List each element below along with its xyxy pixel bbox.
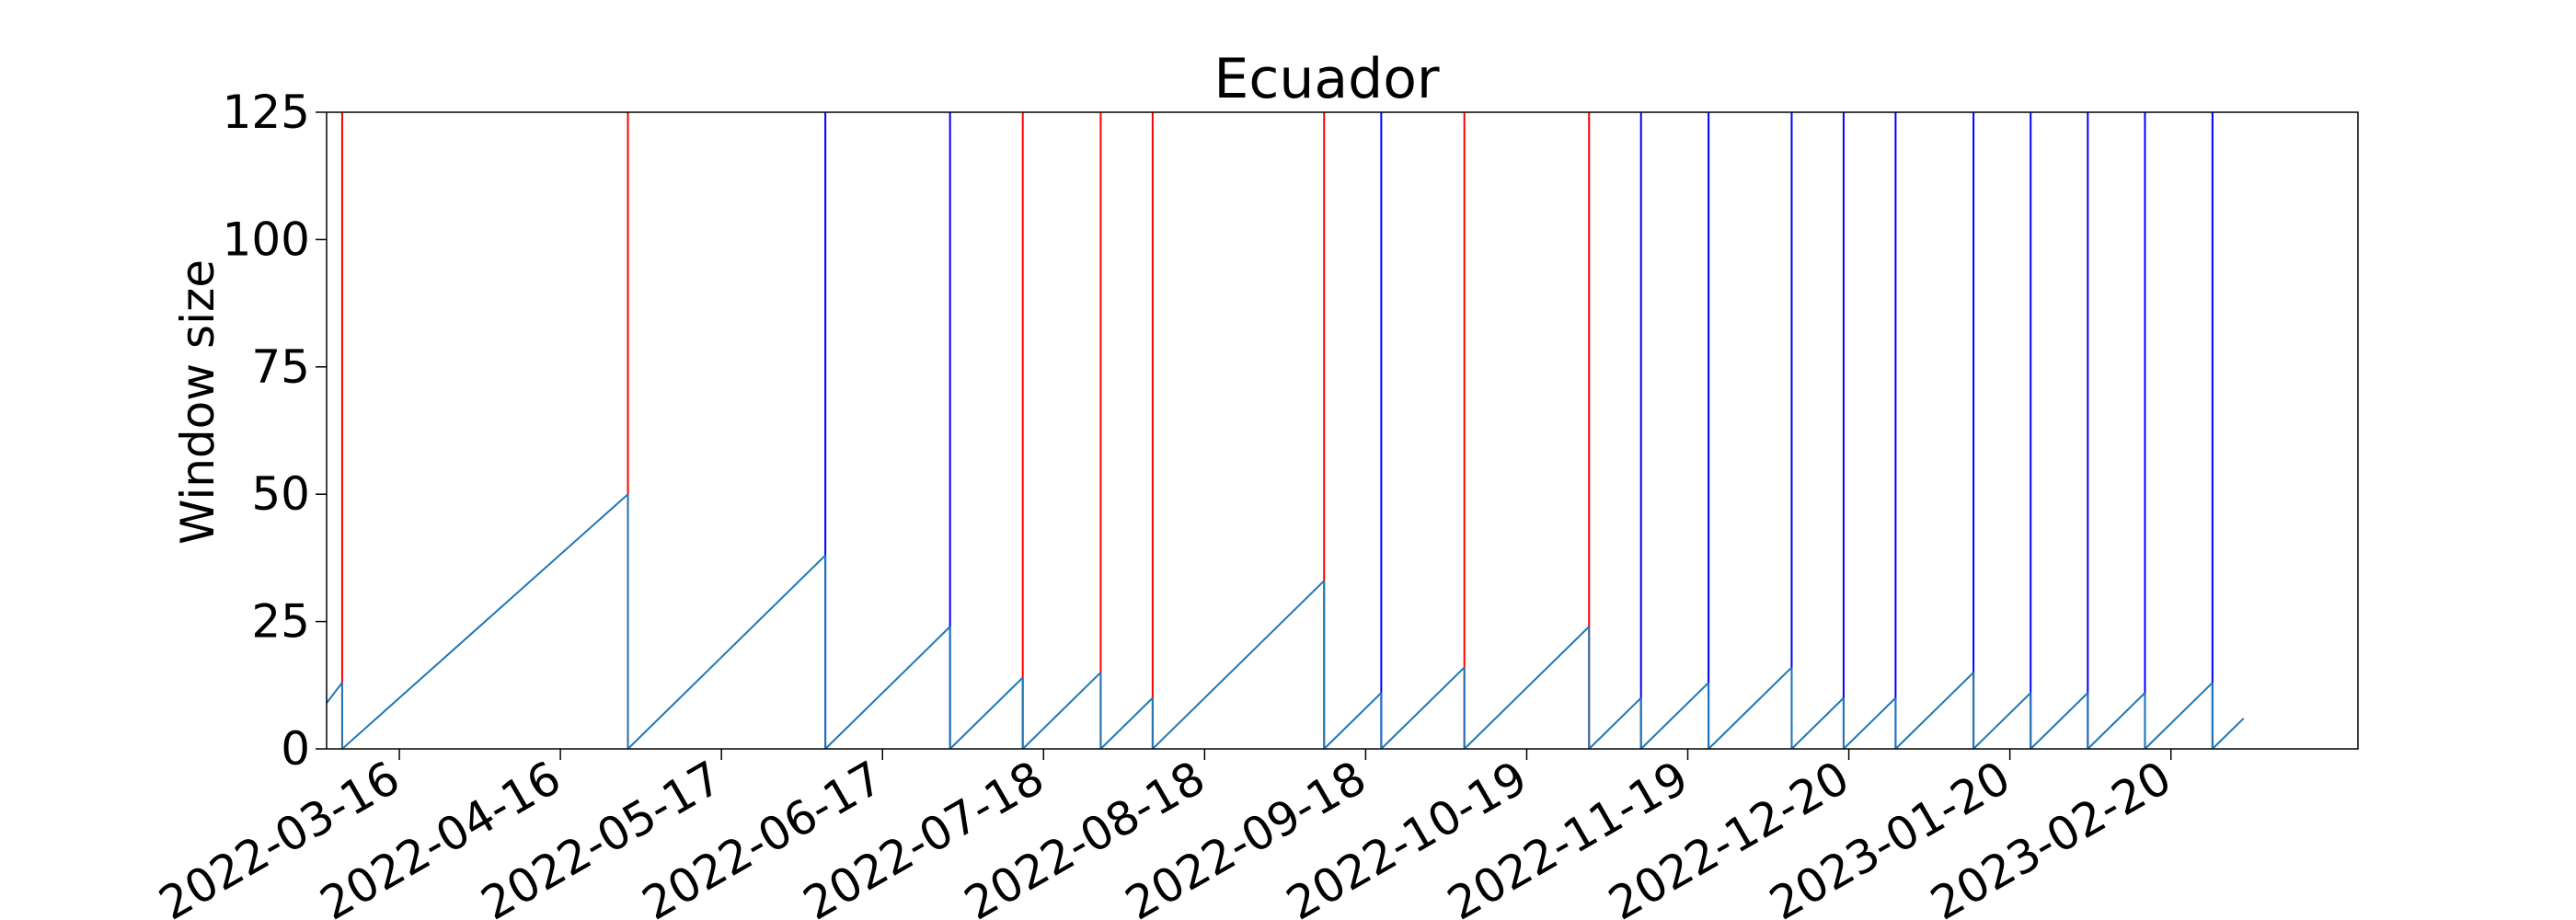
window-size-segment bbox=[1708, 666, 1793, 750]
y-axis-label: Window size bbox=[171, 259, 224, 545]
window-size-segment bbox=[1152, 580, 1325, 750]
window-size-segment bbox=[2144, 682, 2214, 750]
y-tick-label: 25 bbox=[251, 595, 310, 649]
window-size-segment bbox=[1380, 666, 1466, 750]
window-size-segment bbox=[341, 493, 629, 750]
window-size-segment bbox=[1894, 672, 1974, 750]
window-size-segment bbox=[1464, 626, 1590, 750]
window-size-segment bbox=[949, 676, 1024, 750]
window-size-segment bbox=[1323, 692, 1383, 750]
axes-frame bbox=[326, 111, 2359, 750]
window-size-segment bbox=[1022, 672, 1102, 750]
y-tick-label: 125 bbox=[223, 86, 310, 139]
y-tick-label: 100 bbox=[223, 213, 310, 266]
window-size-segment bbox=[1588, 696, 1642, 750]
window-size-segment bbox=[1790, 696, 1845, 750]
plot-area bbox=[326, 112, 2245, 750]
window-size-segment bbox=[2030, 692, 2089, 750]
y-axis: 0 25 50 75 100 125 bbox=[223, 86, 327, 776]
y-tick-label: 75 bbox=[251, 340, 310, 394]
window-size-segment bbox=[1972, 692, 2031, 750]
y-tick-label: 50 bbox=[251, 467, 310, 521]
window-size-segment bbox=[1640, 682, 1709, 750]
window-size-segment bbox=[2212, 718, 2245, 750]
window-size-segment bbox=[824, 626, 951, 750]
window-size-segment bbox=[1843, 696, 1897, 750]
window-size-segment bbox=[1099, 696, 1154, 750]
y-tick-label: 0 bbox=[281, 722, 310, 776]
chart-title: Ecuador bbox=[1213, 47, 1439, 111]
window-size-segment bbox=[627, 554, 826, 750]
window-size-segment bbox=[326, 682, 343, 704]
window-size-segment bbox=[2087, 692, 2146, 750]
